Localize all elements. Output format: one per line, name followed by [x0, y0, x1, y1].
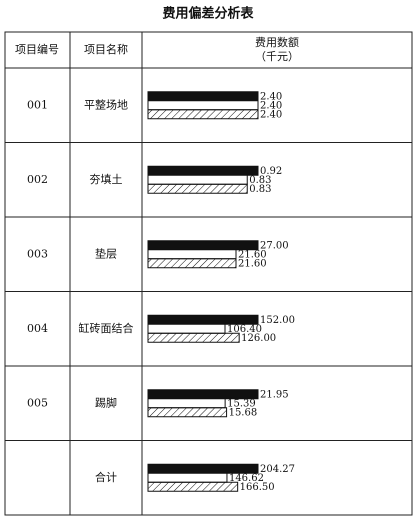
item-name: 缸砖面结合 [79, 321, 134, 335]
cost-bar [147, 407, 228, 418]
value-label: 0.83 [249, 175, 271, 186]
cost-bar [147, 258, 237, 269]
cost-bar [147, 183, 248, 194]
value-label: 2.40 [260, 100, 282, 111]
value-label: 21.60 [238, 249, 267, 260]
value-label: 0.92 [260, 166, 282, 177]
item-id: 005 [27, 396, 48, 409]
cost-bar [147, 472, 228, 483]
item-id: 001 [27, 98, 48, 111]
value-label: 27.00 [260, 240, 289, 251]
value-label: 146.62 [229, 473, 264, 484]
header-unit: （千元） [255, 50, 299, 63]
item-name: 踢脚 [95, 395, 117, 409]
item-name: 合计 [95, 470, 117, 484]
title: 费用偏差分析表 [162, 6, 254, 22]
value-label: 15.68 [229, 407, 258, 418]
item-id: 002 [27, 173, 48, 186]
cost-bar [147, 174, 248, 185]
item-id: 004 [27, 322, 48, 335]
value-label: 2.40 [260, 91, 282, 102]
value-label: 126.00 [241, 333, 276, 344]
item-name: 夯填土 [90, 172, 123, 186]
cost-bar [147, 249, 237, 260]
value-label: 21.60 [238, 258, 267, 269]
item-name: 垫层 [95, 246, 117, 260]
item-name: 平整场地 [84, 97, 128, 111]
value-label: 152.00 [260, 315, 295, 326]
cost-bar [147, 332, 240, 343]
cost-bar [147, 91, 259, 102]
header: 项目名称 [84, 42, 128, 56]
value-label: 166.50 [240, 482, 275, 493]
item-id: 003 [27, 247, 48, 260]
cost-bar [147, 398, 226, 409]
header: 费用数额 [255, 36, 299, 49]
cost-bar [147, 100, 259, 111]
cost-bar [147, 323, 226, 334]
header: 项目编号 [15, 42, 59, 56]
table-border [4, 31, 413, 516]
cost-bar [147, 109, 259, 120]
value-label: 15.39 [227, 398, 256, 409]
cost-bar [147, 165, 259, 176]
value-label: 2.40 [260, 109, 282, 120]
value-label: 106.40 [227, 324, 262, 335]
value-label: 204.27 [260, 464, 295, 475]
cost-bar [147, 481, 239, 492]
value-label: 0.83 [249, 184, 271, 195]
value-label: 21.95 [260, 389, 289, 400]
